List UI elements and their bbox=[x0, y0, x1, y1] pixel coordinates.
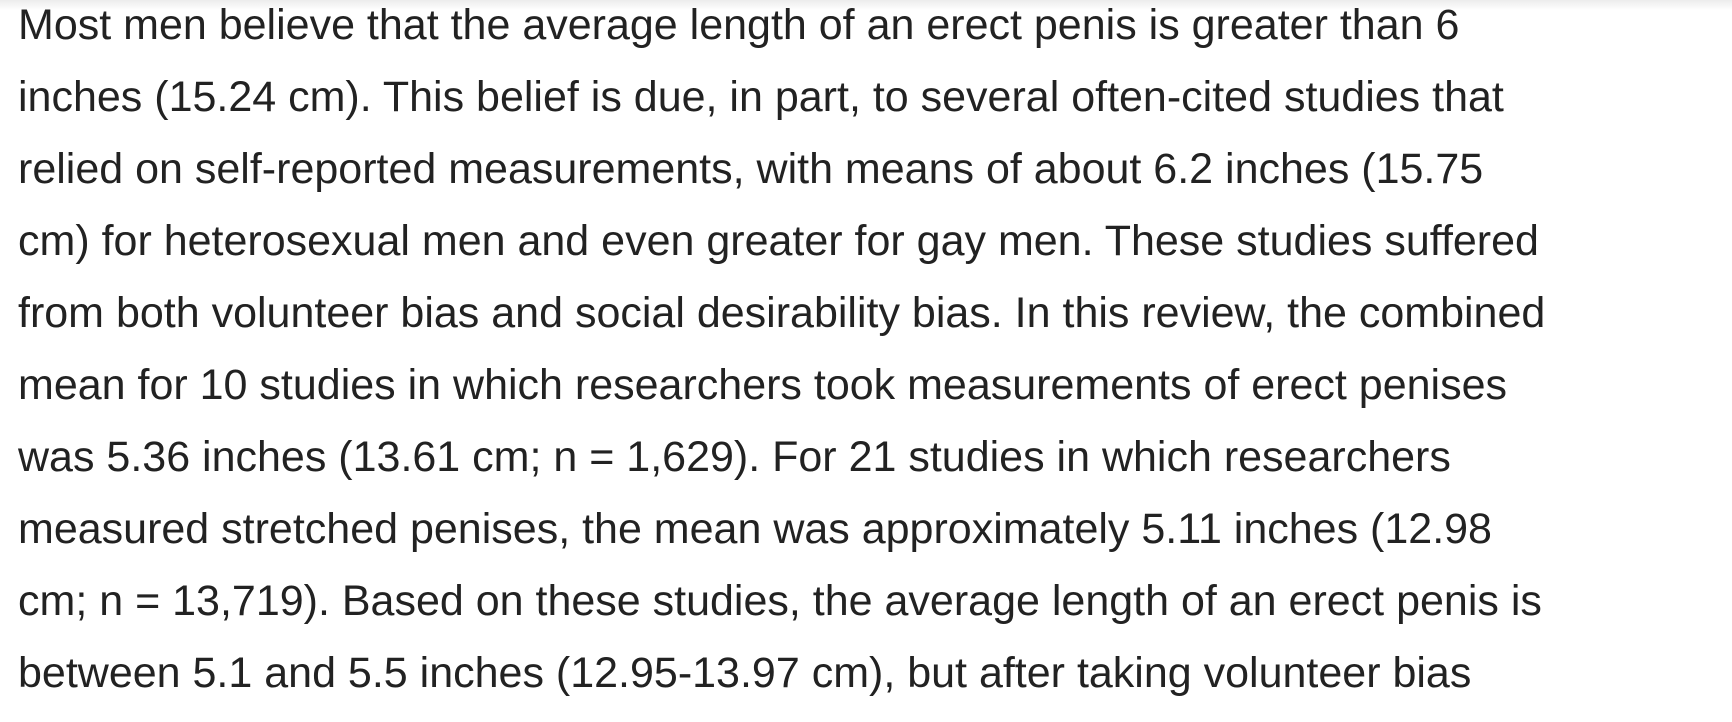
paragraph-line: was 5.36 inches (13.61 cm; n = 1,629). F… bbox=[18, 433, 1451, 481]
paragraph-line: measured stretched penises, the mean was… bbox=[18, 505, 1492, 553]
paragraph-line: mean for 10 studies in which researchers… bbox=[18, 361, 1508, 409]
paragraph-line: Most men believe that the average length… bbox=[18, 1, 1460, 49]
top-shadow bbox=[0, 0, 1732, 10]
paragraph-line: between 5.1 and 5.5 inches (12.95-13.97 … bbox=[18, 649, 1472, 697]
paragraph-line: from both volunteer bias and social desi… bbox=[18, 289, 1546, 337]
paragraph-line: cm) for heterosexual men and even greate… bbox=[18, 217, 1539, 265]
article-paragraph: Most men believe that the average length… bbox=[18, 0, 1545, 709]
paragraph-line: cm; n = 13,719). Based on these studies,… bbox=[18, 577, 1542, 625]
paragraph-line: relied on self-reported measurements, wi… bbox=[18, 145, 1484, 193]
paragraph-line: inches (15.24 cm). This belief is due, i… bbox=[18, 73, 1504, 121]
